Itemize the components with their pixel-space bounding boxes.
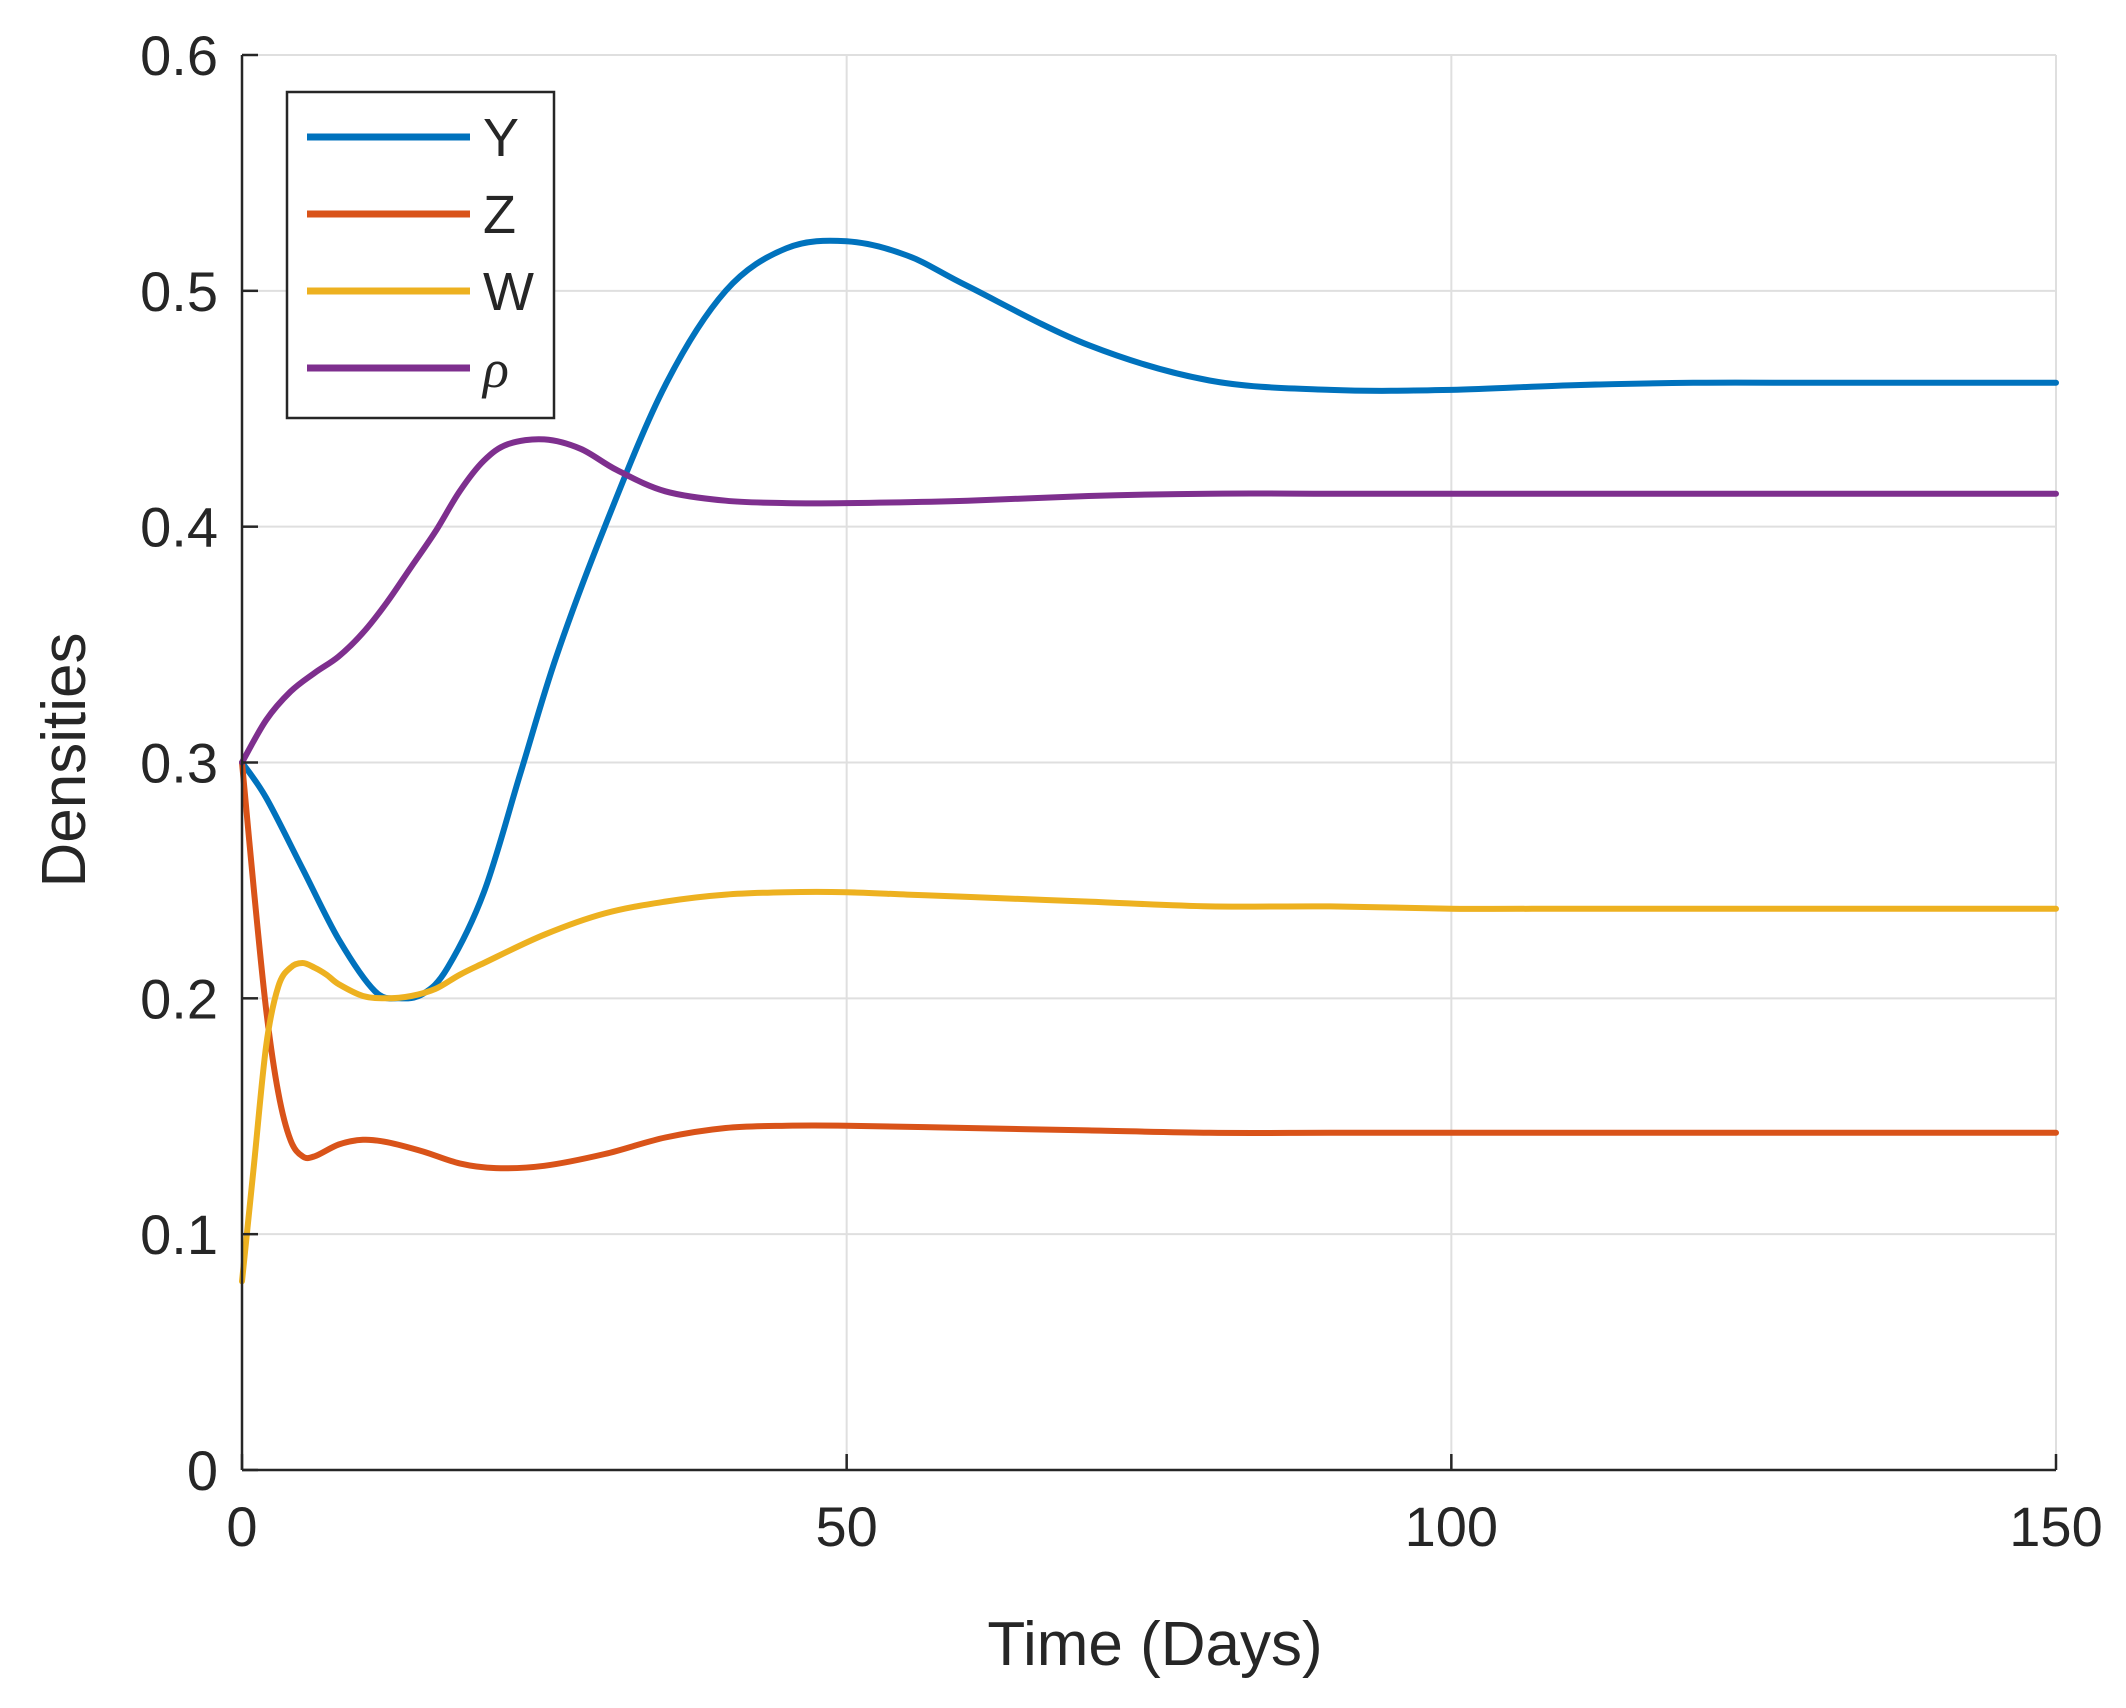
x-tick-label: 150 xyxy=(2009,1495,2102,1558)
y-tick-label: 0 xyxy=(187,1439,218,1502)
x-tick-label: 50 xyxy=(816,1495,878,1558)
y-tick-label: 0.1 xyxy=(140,1203,218,1266)
legend-label-rho: ρ xyxy=(481,339,509,399)
y-axis-title: Densities xyxy=(30,633,99,888)
legend-label-w: W xyxy=(483,262,534,322)
legend-label-y: Y xyxy=(483,108,519,168)
series-line-z xyxy=(239,759,2059,1172)
series-line-w xyxy=(239,888,2059,1285)
y-tick-label: 0.6 xyxy=(140,24,218,87)
legend-label-z: Z xyxy=(483,185,516,245)
x-tick-label: 100 xyxy=(1405,1495,1498,1558)
y-tick-labels: 0 0.1 0.2 0.3 0.4 0.5 0.6 xyxy=(140,24,218,1502)
axes xyxy=(240,53,2058,1472)
legend-box xyxy=(285,90,556,420)
series-lines xyxy=(239,237,2059,1285)
y-tick-label: 0.5 xyxy=(140,260,218,323)
x-tick-label: 0 xyxy=(226,1495,257,1558)
y-tick-label: 0.4 xyxy=(140,496,218,559)
series-line-rho xyxy=(239,436,2059,766)
x-tick-labels: 0 50 100 150 xyxy=(226,1495,2102,1558)
x-axis-title: Time (Days) xyxy=(987,1610,1322,1679)
y-tick-label: 0.2 xyxy=(140,967,218,1030)
y-tick-label: 0.3 xyxy=(140,732,218,795)
